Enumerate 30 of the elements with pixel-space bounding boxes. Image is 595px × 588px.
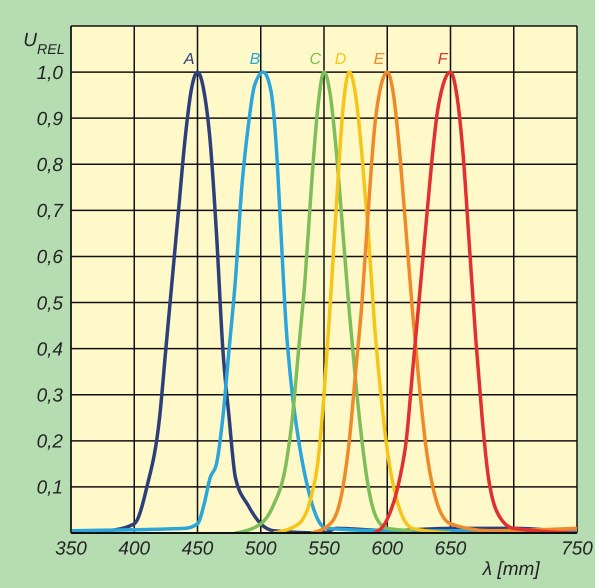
y-tick-label: 0,6 <box>36 247 64 268</box>
y-tick-label: 1,0 <box>36 62 64 84</box>
x-tick-label: 350 <box>55 538 88 560</box>
series-label: A <box>182 51 194 68</box>
y-axis-title: U$_{REL}$ <box>23 30 65 58</box>
series-label: F <box>438 51 449 68</box>
line-series <box>234 70 414 533</box>
y-tick-label: 0,1 <box>36 478 63 499</box>
line-series <box>310 70 577 533</box>
line-series <box>272 70 452 533</box>
series-label: B <box>250 51 261 68</box>
y-tick-label: 0,8 <box>36 155 64 176</box>
y-tick-label: 0,2 <box>36 432 64 453</box>
y-tick-label: 0,9 <box>36 108 64 130</box>
x-tick-label: 650 <box>434 538 467 560</box>
series-label: E <box>374 51 385 68</box>
x-tick-label: 750 <box>561 538 594 560</box>
x-tick-label: 450 <box>182 538 214 560</box>
y-tick-label: 0,4 <box>36 339 63 360</box>
x-tick-label: 500 <box>244 538 278 560</box>
line-series <box>372 70 577 533</box>
x-axis-title: λ [mm] <box>482 559 540 580</box>
y-tick-label: 0,3 <box>36 385 64 406</box>
x-tick-label: 600 <box>371 538 404 560</box>
series-label: D <box>334 51 347 68</box>
x-tick-label: 550 <box>308 538 340 560</box>
y-tick-label: 0,5 <box>36 293 64 314</box>
y-tick-label: 0,7 <box>36 201 64 222</box>
series-label: C <box>309 51 322 68</box>
x-tick-label: 400 <box>118 538 151 560</box>
